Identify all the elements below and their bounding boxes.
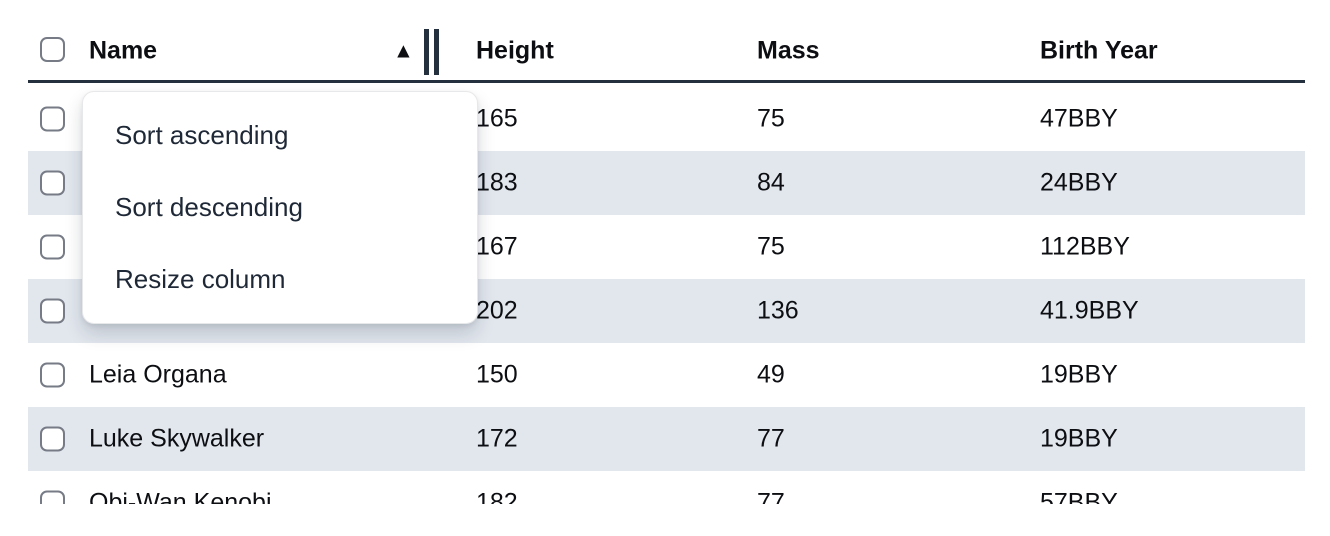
cell-mass: 77 xyxy=(757,424,785,453)
cell-height: 182 xyxy=(476,488,518,505)
column-header-name[interactable]: Name xyxy=(89,36,158,65)
select-all-checkbox[interactable] xyxy=(40,37,65,62)
table-header: Name ▲ Height Mass Birth Year xyxy=(28,0,1305,83)
cell-mass: 136 xyxy=(757,296,799,325)
cell-birth-year: 57BBY xyxy=(1040,488,1118,505)
table-row: Leia Organa 150 49 19BBY xyxy=(28,343,1305,407)
column-header-mass[interactable]: Mass xyxy=(757,36,820,65)
sort-ascending-icon: ▲ xyxy=(393,39,414,63)
cell-birth-year: 24BBY xyxy=(1040,168,1118,197)
row-checkbox[interactable] xyxy=(40,426,65,452)
cell-mass: 75 xyxy=(757,104,785,133)
menu-item-sort-ascending[interactable]: Sort ascending xyxy=(115,120,289,150)
cell-birth-year: 112BBY xyxy=(1040,232,1130,261)
cell-height: 165 xyxy=(476,104,518,133)
table-row: Luke Skywalker 172 77 19BBY xyxy=(28,407,1305,471)
menu-item-sort-descending[interactable]: Sort descending xyxy=(115,192,303,222)
column-resize-handle-icon[interactable] xyxy=(424,29,439,75)
cell-height: 183 xyxy=(476,168,518,197)
cell-birth-year: 47BBY xyxy=(1040,104,1118,133)
table-row: Obi-Wan Kenobi 182 77 57BBY xyxy=(28,471,1305,504)
cell-birth-year: 19BBY xyxy=(1040,360,1118,389)
cell-mass: 75 xyxy=(757,232,785,261)
resize-bar xyxy=(434,29,439,75)
menu-item-resize-column[interactable]: Resize column xyxy=(115,264,286,294)
cell-mass: 77 xyxy=(757,488,785,505)
resize-bar xyxy=(424,29,429,75)
row-checkbox[interactable] xyxy=(40,362,65,388)
cell-name: Leia Organa xyxy=(89,360,227,389)
cell-height: 172 xyxy=(476,424,518,453)
cell-birth-year: 19BBY xyxy=(1040,424,1118,453)
cell-mass: 84 xyxy=(757,168,785,197)
cell-name: Obi-Wan Kenobi xyxy=(89,488,272,505)
column-header-height[interactable]: Height xyxy=(476,36,554,65)
column-header-birth-year[interactable]: Birth Year xyxy=(1040,36,1158,65)
cell-height: 202 xyxy=(476,296,518,325)
cell-mass: 49 xyxy=(757,360,785,389)
column-context-menu: Sort ascending Sort descending Resize co… xyxy=(82,91,478,324)
cell-name: Luke Skywalker xyxy=(89,424,265,453)
row-checkbox[interactable] xyxy=(40,298,65,324)
cell-height: 150 xyxy=(476,360,518,389)
row-checkbox[interactable] xyxy=(40,170,65,196)
cell-height: 167 xyxy=(476,232,518,261)
row-checkbox[interactable] xyxy=(40,106,65,132)
row-checkbox[interactable] xyxy=(40,490,65,504)
cell-birth-year: 41.9BBY xyxy=(1040,296,1139,325)
row-checkbox[interactable] xyxy=(40,234,65,260)
